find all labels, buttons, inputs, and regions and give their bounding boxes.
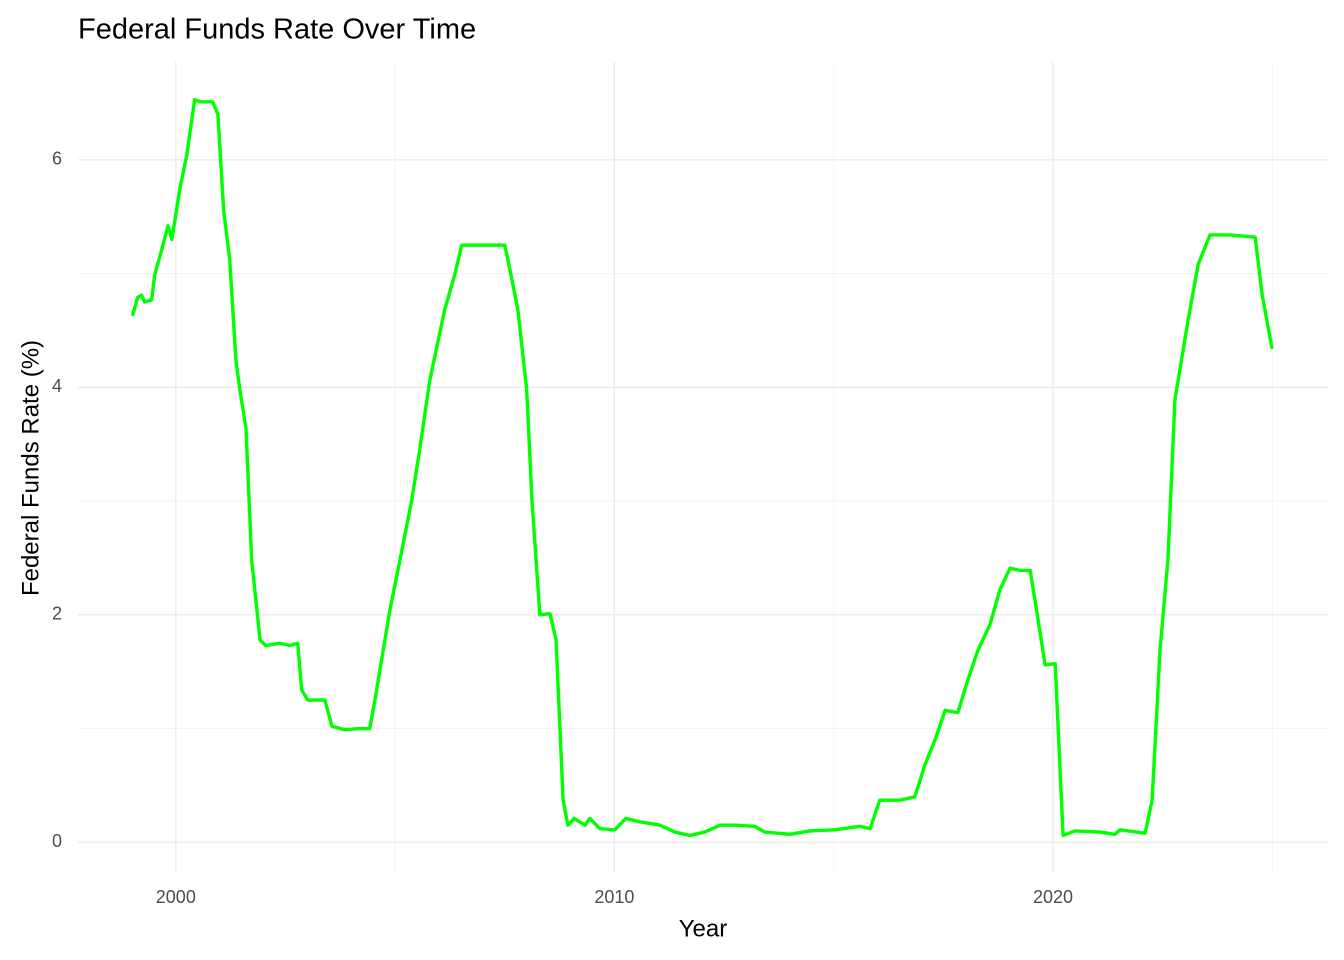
y-tick-label: 0 xyxy=(52,831,62,851)
y-tick-label: 6 xyxy=(52,149,62,169)
plot-area xyxy=(131,97,1274,838)
y-tick-label: 2 xyxy=(52,604,62,624)
chart-title: Federal Funds Rate Over Time xyxy=(78,14,476,46)
y-tick-label: 4 xyxy=(52,376,62,396)
tick-labels: 2000 2010 2020 0 2 4 6 xyxy=(52,149,1073,907)
x-tick-label: 2010 xyxy=(594,887,634,907)
data-line xyxy=(131,97,1274,838)
x-tick-label: 2020 xyxy=(1033,887,1073,907)
y-axis-title: Federal Funds Rate (%) xyxy=(17,340,44,596)
x-axis-title: Year xyxy=(679,915,728,942)
grid xyxy=(78,62,1328,873)
x-tick-label: 2000 xyxy=(156,887,196,907)
